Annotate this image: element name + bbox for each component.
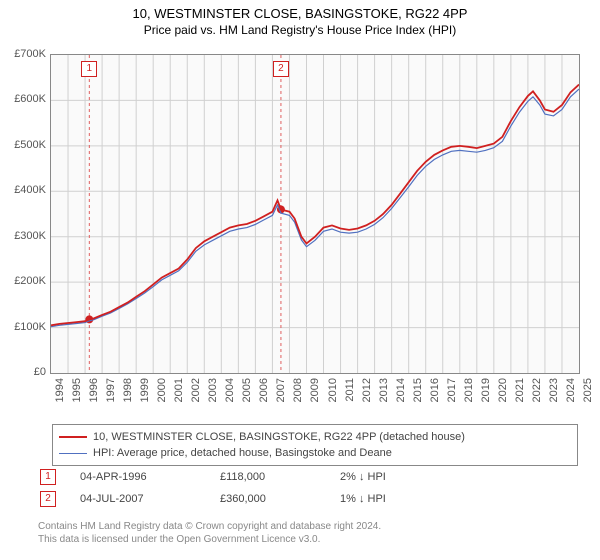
- legend-item-hpi: HPI: Average price, detached house, Basi…: [59, 445, 571, 461]
- x-tick-label: 2020: [497, 378, 509, 418]
- x-tick-label: 1996: [88, 378, 100, 418]
- transaction-pct: 1% ↓ HPI: [340, 493, 460, 505]
- x-tick-label: 2009: [309, 378, 321, 418]
- legend-swatch-price: [59, 436, 87, 438]
- x-tick-label: 2018: [463, 378, 475, 418]
- plot-svg: [51, 55, 579, 373]
- x-tick-label: 2004: [224, 378, 236, 418]
- footer-line-2: This data is licensed under the Open Gov…: [38, 533, 381, 546]
- transaction-marker-2: 2: [40, 491, 56, 507]
- chart-marker-1: 1: [81, 61, 97, 77]
- chart-marker-2: 2: [273, 61, 289, 77]
- transaction-price: £118,000: [220, 471, 340, 483]
- table-row: 2 04-JUL-2007 £360,000 1% ↓ HPI: [38, 488, 578, 510]
- y-tick-label: £100K: [0, 321, 46, 333]
- transaction-marker-1: 1: [40, 469, 56, 485]
- transaction-date: 04-APR-1996: [80, 471, 220, 483]
- legend-label-price: 10, WESTMINSTER CLOSE, BASINGSTOKE, RG22…: [93, 429, 465, 445]
- legend-label-hpi: HPI: Average price, detached house, Basi…: [93, 445, 392, 461]
- legend-swatch-hpi: [59, 453, 87, 454]
- y-tick-label: £600K: [0, 93, 46, 105]
- x-tick-label: 2013: [378, 378, 390, 418]
- y-tick-label: £0: [0, 366, 46, 378]
- x-tick-label: 2022: [531, 378, 543, 418]
- x-tick-label: 1998: [122, 378, 134, 418]
- x-tick-label: 2008: [292, 378, 304, 418]
- x-tick-label: 2007: [275, 378, 287, 418]
- legend: 10, WESTMINSTER CLOSE, BASINGSTOKE, RG22…: [52, 424, 578, 466]
- x-tick-label: 2005: [241, 378, 253, 418]
- x-tick-label: 2023: [548, 378, 560, 418]
- x-tick-label: 2012: [361, 378, 373, 418]
- y-tick-label: £200K: [0, 275, 46, 287]
- x-tick-label: 2016: [429, 378, 441, 418]
- x-tick-label: 2001: [173, 378, 185, 418]
- footer-line-1: Contains HM Land Registry data © Crown c…: [38, 520, 381, 533]
- transactions-table: 1 04-APR-1996 £118,000 2% ↓ HPI 2 04-JUL…: [38, 466, 578, 510]
- chart-area: 12: [50, 54, 580, 374]
- x-tick-label: 2006: [258, 378, 270, 418]
- x-tick-label: 2014: [395, 378, 407, 418]
- x-tick-label: 1999: [139, 378, 151, 418]
- x-tick-label: 2002: [190, 378, 202, 418]
- x-tick-label: 1997: [105, 378, 117, 418]
- x-tick-label: 2003: [207, 378, 219, 418]
- y-tick-label: £500K: [0, 139, 46, 151]
- y-tick-label: £400K: [0, 184, 46, 196]
- x-tick-label: 2000: [156, 378, 168, 418]
- footer-text: Contains HM Land Registry data © Crown c…: [38, 520, 381, 546]
- y-tick-label: £700K: [0, 48, 46, 60]
- x-tick-label: 1995: [71, 378, 83, 418]
- transaction-date: 04-JUL-2007: [80, 493, 220, 505]
- x-tick-label: 2025: [582, 378, 594, 418]
- x-tick-label: 2021: [514, 378, 526, 418]
- x-tick-label: 1994: [54, 378, 66, 418]
- legend-item-price: 10, WESTMINSTER CLOSE, BASINGSTOKE, RG22…: [59, 429, 571, 445]
- y-tick-label: £300K: [0, 230, 46, 242]
- x-tick-label: 2011: [344, 378, 356, 418]
- x-tick-label: 2010: [327, 378, 339, 418]
- transaction-price: £360,000: [220, 493, 340, 505]
- chart-subtitle: Price paid vs. HM Land Registry's House …: [0, 21, 600, 43]
- table-row: 1 04-APR-1996 £118,000 2% ↓ HPI: [38, 466, 578, 488]
- chart-container: 10, WESTMINSTER CLOSE, BASINGSTOKE, RG22…: [0, 0, 600, 560]
- chart-title: 10, WESTMINSTER CLOSE, BASINGSTOKE, RG22…: [0, 0, 600, 21]
- plot-area: 12: [50, 54, 580, 374]
- transaction-pct: 2% ↓ HPI: [340, 471, 460, 483]
- x-tick-label: 2017: [446, 378, 458, 418]
- x-tick-label: 2024: [565, 378, 577, 418]
- x-tick-label: 2015: [412, 378, 424, 418]
- x-tick-label: 2019: [480, 378, 492, 418]
